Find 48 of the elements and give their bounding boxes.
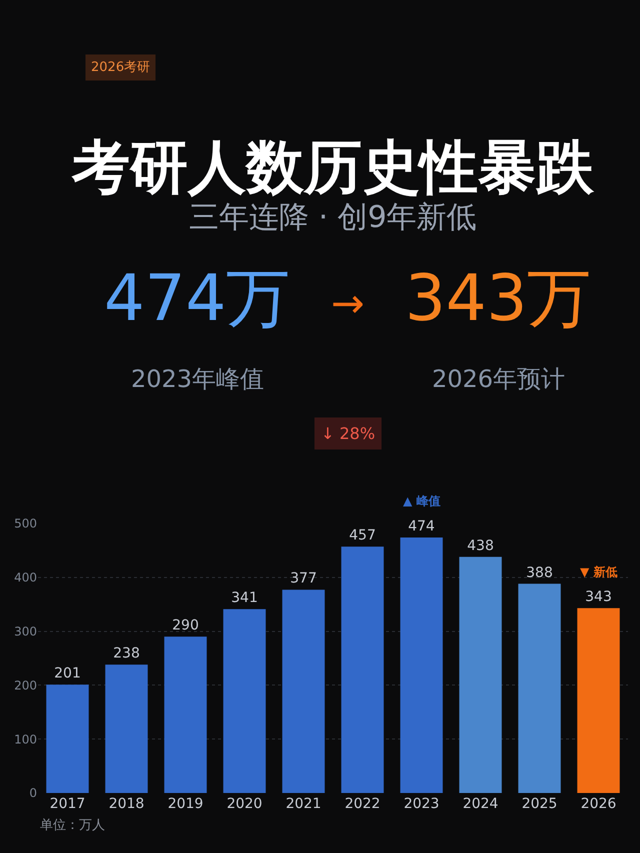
data-label: 457 (349, 528, 376, 544)
text: 2023年峰值 (131, 365, 264, 393)
data-label: 377 (290, 570, 317, 587)
y-tick-label: 200 (14, 678, 37, 692)
text: 343万 (405, 262, 592, 336)
data-label: 341 (231, 590, 258, 606)
x-tick-label: 2026 (580, 796, 616, 812)
bar (46, 684, 89, 793)
x-tick-label: 2021 (286, 796, 322, 812)
y-tick-label: 400 (14, 570, 37, 585)
chart-title: 考研人数历史性暴跌 (71, 133, 595, 201)
x-tick-label: 2022 (344, 796, 380, 812)
bar (105, 664, 148, 793)
text: 2026考研 (91, 60, 150, 75)
data-label: 343 (585, 589, 612, 606)
x-tick-label: 2023 (404, 796, 440, 812)
annotation: ▲ 峰值 (403, 494, 440, 508)
bar (459, 556, 502, 793)
bar (518, 584, 561, 793)
y-tick-label: 300 (14, 624, 37, 638)
text: 2026年预计 (432, 365, 566, 393)
y-tick-label: 500 (14, 516, 37, 531)
bar (164, 636, 207, 793)
annotation: ▼ 新低 (580, 565, 618, 579)
bar (341, 546, 384, 793)
y-tick-label: 0 (29, 786, 37, 800)
x-tick-label: 2024 (462, 796, 498, 812)
bar (400, 537, 443, 793)
bar (282, 590, 325, 793)
x-tick-label: 2019 (168, 796, 204, 812)
chart-subtitle: 三年连降 · 创9年新低 (189, 200, 477, 235)
data-label: 290 (172, 618, 199, 634)
x-tick-label: 2017 (50, 796, 86, 812)
text: 474万 (104, 262, 290, 336)
data-label: 238 (113, 646, 140, 662)
bar (223, 609, 266, 793)
data-label: 388 (526, 564, 553, 581)
x-tick-label: 2025 (522, 796, 558, 812)
text: → (331, 281, 365, 327)
x-tick-label: 2018 (108, 796, 144, 812)
bar (577, 608, 620, 793)
text: 单位：万人 (40, 818, 105, 833)
text: ↓ 28% (321, 424, 376, 443)
data-label: 474 (408, 518, 435, 534)
data-label: 438 (467, 538, 494, 554)
x-tick-label: 2020 (226, 796, 262, 812)
y-tick-label: 100 (14, 732, 37, 746)
data-label: 201 (54, 666, 81, 682)
